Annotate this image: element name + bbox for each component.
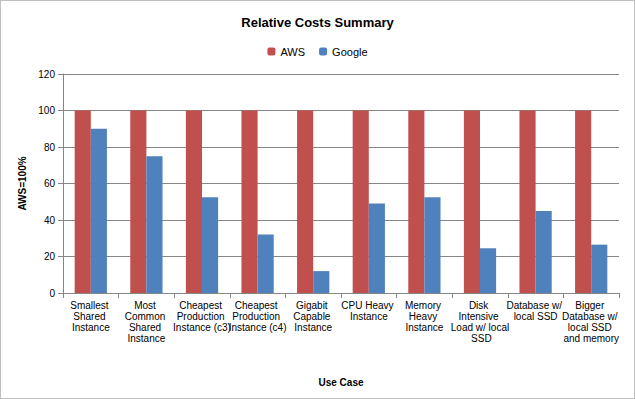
svg-text:Gigabit: Gigabit — [296, 300, 330, 311]
svg-text:Instance (c3): Instance (c3) — [173, 322, 231, 333]
svg-text:Relative Costs Summary: Relative Costs Summary — [241, 15, 394, 30]
svg-text:Capable: Capable — [293, 311, 333, 322]
svg-text:Most: Most — [134, 300, 158, 311]
svg-text:Instance: Instance — [72, 322, 110, 333]
svg-text:and memory: and memory — [563, 333, 619, 344]
svg-text:0: 0 — [49, 288, 55, 299]
svg-text:120: 120 — [38, 69, 55, 80]
svg-text:CPU Heavy: CPU Heavy — [341, 300, 396, 311]
svg-text:Instance: Instance — [127, 333, 165, 344]
svg-text:Bigger: Bigger — [575, 300, 607, 311]
svg-text:20: 20 — [44, 251, 56, 262]
svg-text:Instance: Instance — [294, 322, 332, 333]
svg-text:local SSD: local SSD — [568, 322, 615, 333]
svg-text:Database w/: Database w/ — [562, 311, 620, 322]
svg-text:Production: Production — [177, 311, 228, 322]
svg-text:Google: Google — [332, 46, 367, 58]
svg-text:Shared: Shared — [73, 311, 108, 322]
svg-text:Instance (c4): Instance (c4) — [229, 322, 287, 333]
svg-text:SSD: SSD — [468, 333, 491, 344]
svg-text:60: 60 — [44, 178, 56, 189]
svg-text:40: 40 — [44, 215, 56, 226]
svg-text:Use Case: Use Case — [318, 377, 363, 388]
svg-text:Disk: Disk — [469, 300, 491, 311]
svg-text:Smallest: Smallest — [70, 300, 111, 311]
svg-text:local SSD: local SSD — [514, 311, 558, 322]
svg-text:Instance: Instance — [405, 322, 443, 333]
svg-text:AWS=100%: AWS=100% — [17, 156, 28, 210]
svg-text:AWS: AWS — [280, 46, 305, 58]
svg-text:Common: Common — [125, 311, 168, 322]
svg-text:Memory: Memory — [405, 300, 444, 311]
svg-text:Cheapest: Cheapest — [235, 300, 281, 311]
svg-text:Instance: Instance — [350, 311, 388, 322]
svg-text:Shared: Shared — [129, 322, 164, 333]
svg-text:80: 80 — [44, 142, 56, 153]
svg-text:Load w/ local: Load w/ local — [451, 322, 509, 333]
svg-text:Production: Production — [232, 311, 283, 322]
svg-text:Cheapest: Cheapest — [179, 300, 225, 311]
svg-text:Database w/: Database w/ — [506, 300, 564, 311]
svg-text:100: 100 — [38, 105, 55, 116]
svg-text:Heavy: Heavy — [409, 311, 440, 322]
svg-text:Intensive: Intensive — [459, 311, 502, 322]
